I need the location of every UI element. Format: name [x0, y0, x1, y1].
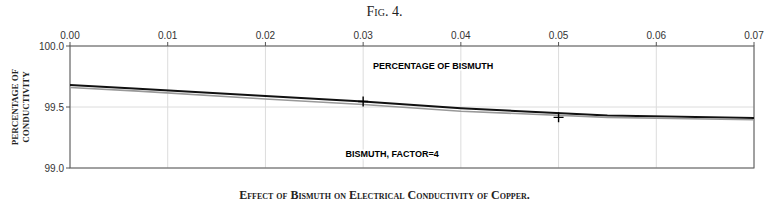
tick — [460, 42, 461, 46]
grid — [70, 46, 754, 168]
tick — [558, 42, 559, 46]
tick — [70, 42, 71, 46]
annotation: PERCENTAGE OF BISMUTH — [373, 61, 493, 71]
chart: Fig. 4. 0.00 0.01 0.02 0.03 0.04 0.05 0.06 0.07 9… — [0, 0, 769, 209]
marker — [554, 112, 564, 122]
tick-label: 99.0 — [45, 163, 65, 174]
caption: Effect of Bismuth on Electrical Conducti… — [239, 188, 530, 202]
tick — [363, 42, 364, 46]
tick-label: 0.02 — [256, 30, 276, 41]
axes: 0.00 0.01 0.02 0.03 0.04 0.05 0.06 0.07 99.0 99.5… — [39, 30, 764, 174]
line — [70, 85, 754, 118]
tick-label: 0.00 — [60, 30, 80, 41]
tick — [265, 42, 266, 46]
plot-frame — [70, 46, 754, 168]
tick-label: 100.0 — [39, 41, 64, 52]
marker — [358, 97, 368, 107]
tick — [754, 42, 755, 46]
title: Fig. 4. — [367, 4, 403, 19]
annotation: BISMUTH, FACTOR=4 — [346, 149, 439, 159]
line — [70, 87, 754, 119]
tick — [66, 107, 70, 108]
tick — [66, 46, 70, 47]
tick — [66, 168, 70, 169]
plot-area — [70, 85, 754, 122]
y-axis-label: PERCENTAGE OFCONDUCTIVITY — [10, 68, 31, 145]
tick-label: 0.06 — [647, 30, 667, 41]
tick-label: 0.07 — [744, 30, 764, 41]
tick-label: 0.04 — [451, 30, 471, 41]
tick — [656, 42, 657, 46]
tick-label: 99.5 — [45, 102, 65, 113]
tick-label: 0.01 — [158, 30, 178, 41]
tick-label: 0.05 — [549, 30, 569, 41]
tick-label: 0.03 — [353, 30, 373, 41]
tick — [167, 42, 168, 46]
